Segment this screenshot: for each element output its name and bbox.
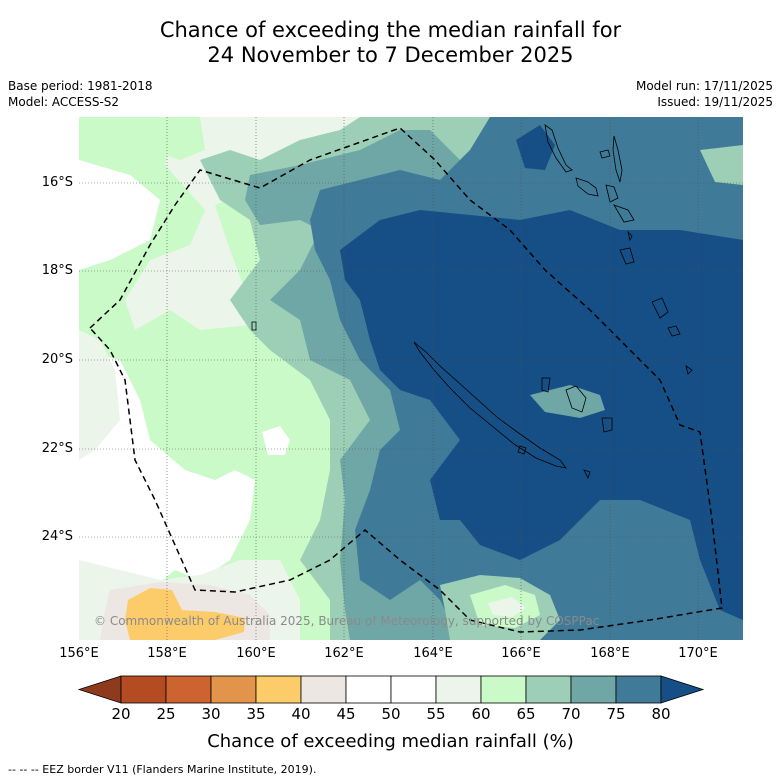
colorbar-extend-low xyxy=(77,675,122,704)
colorbar-tick: 65 xyxy=(516,705,536,723)
band-above-80 xyxy=(340,210,743,620)
band-35-40-south xyxy=(125,588,245,640)
meta-right: Model run: 17/11/2025 Issued: 19/11/2025 xyxy=(636,78,773,110)
title-line-2: 24 November to 7 December 2025 xyxy=(207,43,574,67)
lon-label: 156°E xyxy=(59,646,99,661)
model-name: Model: ACCESS-S2 xyxy=(8,95,120,109)
lat-label: 16°S xyxy=(41,175,73,190)
lon-label: 162°E xyxy=(324,646,364,661)
eez-border xyxy=(88,127,723,633)
band-above-80-north xyxy=(516,125,555,170)
lat-label: 20°S xyxy=(41,352,73,367)
colorbar-segment xyxy=(480,675,527,704)
colorbar-segment xyxy=(435,675,482,704)
model-run: Model run: 17/11/2025 xyxy=(635,79,773,93)
chart-title: Chance of exceeding the median rainfall … xyxy=(0,18,781,68)
band-70-75-patch xyxy=(530,385,605,418)
colorbar-segment xyxy=(120,675,167,704)
title-line-1: Chance of exceeding the median rainfall … xyxy=(159,18,622,42)
base-period: Base period: 1981-2018 xyxy=(8,79,153,93)
colorbar-tick: 55 xyxy=(426,705,446,723)
band-55-60-north xyxy=(79,117,360,330)
lon-label: 164°E xyxy=(413,646,453,661)
issued-date: Issued: 19/11/2025 xyxy=(657,95,773,109)
band-55-60-south xyxy=(488,597,526,617)
lon-label: 168°E xyxy=(590,646,630,661)
band-60-65-north xyxy=(150,117,205,160)
meta-left: Base period: 1981-2018 Model: ACCESS-S2 xyxy=(8,78,153,110)
eez-footnote: -- -- -- EEZ border V11 (Flanders Marine… xyxy=(8,763,317,776)
coastlines xyxy=(251,124,693,480)
colorbar-tick: 80 xyxy=(651,705,671,723)
colorbar-segment xyxy=(255,675,302,704)
colorbar-tick: 25 xyxy=(156,705,176,723)
colorbar-segment xyxy=(570,675,617,704)
colorbar-tick: 20 xyxy=(111,705,131,723)
lon-label: 160°E xyxy=(236,646,276,661)
colorbar-segment xyxy=(345,675,392,704)
gridlines xyxy=(79,117,743,640)
lat-label: 22°S xyxy=(41,441,73,456)
colorbar-segment xyxy=(210,675,257,704)
lon-label: 166°E xyxy=(501,646,541,661)
colorbar xyxy=(77,675,705,704)
band-55-60-west xyxy=(79,330,120,460)
lat-label: 24°S xyxy=(41,529,73,544)
colorbar-tick: 75 xyxy=(606,705,626,723)
colorbar-tick: 35 xyxy=(246,705,266,723)
colorbar-tick: 70 xyxy=(561,705,581,723)
colorbar-segment xyxy=(615,675,662,704)
colorbar-segment xyxy=(390,675,437,704)
colorbar-segment xyxy=(300,675,347,704)
copyright-notice: © Commonwealth of Australia 2025, Bureau… xyxy=(94,614,600,628)
map-plot-area xyxy=(79,117,743,640)
colorbar-extend-high xyxy=(660,675,705,704)
colorbar-tick: 50 xyxy=(381,705,401,723)
colorbar-tick: 60 xyxy=(471,705,491,723)
lat-label: 18°S xyxy=(41,263,73,278)
colorbar-segment xyxy=(525,675,572,704)
colorbar-segment xyxy=(165,675,212,704)
lon-label: 158°E xyxy=(147,646,187,661)
colorbar-tick: 30 xyxy=(201,705,221,723)
colorbar-label: Chance of exceeding median rainfall (%) xyxy=(207,731,574,752)
lon-label: 170°E xyxy=(678,646,718,661)
colorbar-tick: 40 xyxy=(291,705,311,723)
band-45-55-northwest xyxy=(79,160,160,270)
band-45-55-patch xyxy=(262,426,290,455)
colorbar-tick: 45 xyxy=(336,705,356,723)
band-65-70-east xyxy=(700,145,743,185)
